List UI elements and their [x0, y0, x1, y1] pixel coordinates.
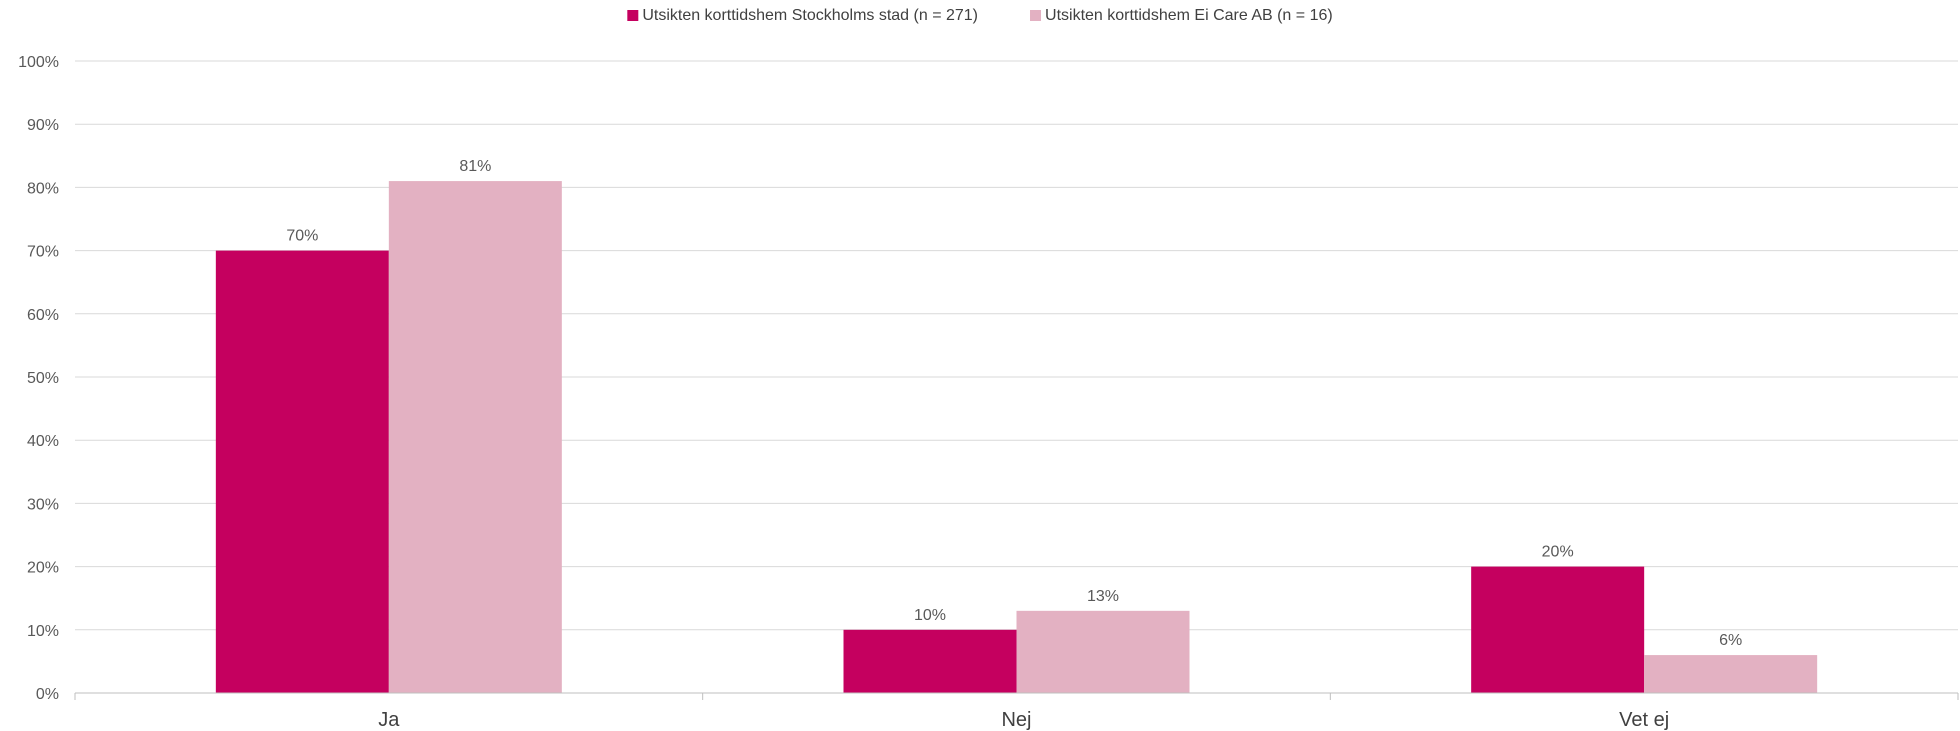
y-tick-label: 50%: [27, 370, 59, 387]
y-tick-label: 0%: [36, 686, 59, 703]
data-label: 13%: [1087, 588, 1119, 605]
legend-swatch: [1030, 10, 1042, 21]
data-label: 20%: [1542, 544, 1574, 561]
data-label: 10%: [914, 607, 946, 624]
bars: [215, 181, 1818, 693]
bar-ja-series-1: [215, 250, 389, 693]
bar-nej-series-1: [843, 629, 1017, 693]
x-category-label: Vet ej: [1619, 709, 1669, 731]
data-label: 81%: [459, 158, 491, 175]
bar-vet-ej-series-2: [1644, 655, 1818, 693]
legend-swatch: [627, 10, 639, 21]
bar-vet-ej-series-1: [1471, 566, 1645, 693]
x-axis: Ja Nej Vet ej: [74, 692, 1959, 731]
y-axis-tick-labels: 0% 10% 20% 30% 40% 50% 60% 70% 80% 90% 100%: [18, 54, 59, 703]
y-tick-label: 10%: [27, 623, 59, 640]
y-tick-label: 70%: [27, 244, 59, 261]
x-category-label: Ja: [378, 709, 400, 731]
legend-label: Utsikten korttidshem Ei Care AB (n = 16): [1045, 7, 1333, 24]
y-tick-label: 20%: [27, 560, 59, 577]
legend-label: Utsikten korttidshem Stockholms stad (n …: [642, 7, 978, 24]
y-tick-label: 40%: [27, 433, 59, 450]
x-category-label: Nej: [1001, 709, 1031, 731]
y-tick-label: 30%: [27, 496, 59, 513]
y-tick-label: 90%: [27, 117, 59, 134]
data-label: 6%: [1719, 632, 1742, 649]
y-tick-label: 80%: [27, 180, 59, 197]
legend-item: Utsikten korttidshem Ei Care AB (n = 16): [1030, 7, 1333, 24]
legend: Utsikten korttidshem Stockholms stad (n …: [627, 7, 1333, 24]
legend-item: Utsikten korttidshem Stockholms stad (n …: [627, 7, 978, 24]
bar-ja-series-2: [388, 181, 562, 693]
y-tick-label: 60%: [27, 307, 59, 324]
data-labels: 70% 81% 10% 13% 20% 6%: [286, 158, 1742, 649]
y-tick-label: 100%: [18, 54, 59, 71]
bar-nej-series-2: [1016, 610, 1190, 693]
data-label: 70%: [286, 228, 318, 245]
